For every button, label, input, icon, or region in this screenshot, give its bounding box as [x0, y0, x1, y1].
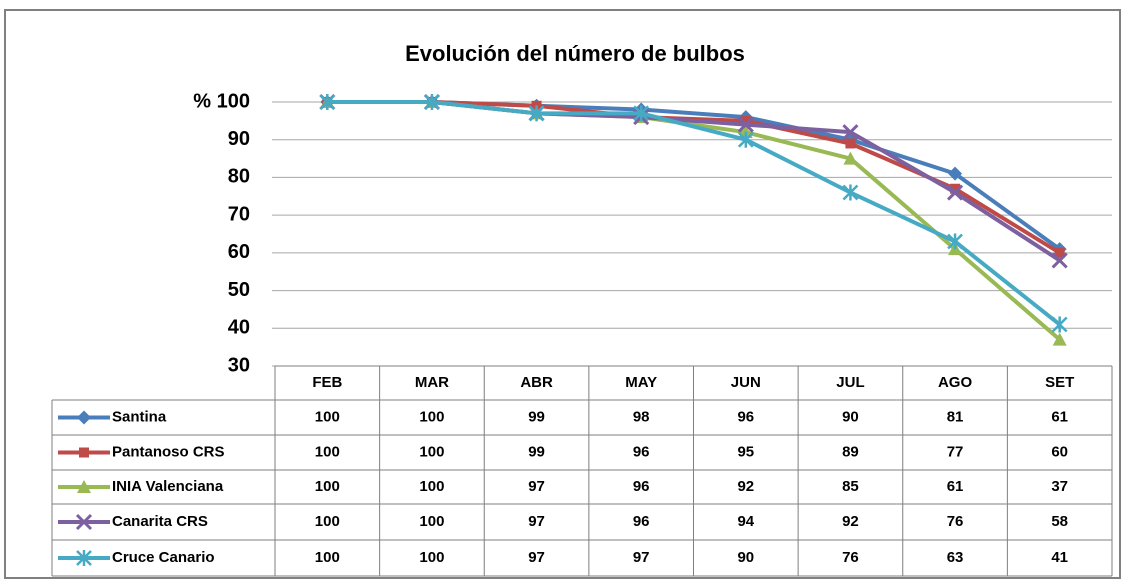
table-value: 90 — [737, 549, 754, 566]
x-tick-label: JUL — [836, 374, 864, 391]
table-value: 98 — [633, 408, 650, 425]
table-value: 100 — [419, 408, 444, 425]
marker — [1051, 252, 1068, 269]
table-value: 61 — [1051, 408, 1068, 425]
legend-label: Pantanoso CRS — [112, 443, 225, 460]
legend-label: Cruce Canario — [112, 549, 215, 566]
table-value: 100 — [315, 478, 340, 495]
table-value: 63 — [947, 549, 964, 566]
x-tick-label: SET — [1045, 374, 1074, 391]
chart-border — [4, 9, 1121, 579]
table-value: 100 — [419, 513, 444, 530]
marker — [947, 184, 964, 201]
legend-label: Santina — [112, 408, 167, 425]
marker — [1054, 247, 1065, 258]
table-value: 100 — [315, 549, 340, 566]
table-value: 97 — [528, 513, 545, 530]
legend-marker — [77, 480, 91, 493]
table-value: 97 — [528, 478, 545, 495]
marker — [948, 166, 963, 181]
legend-marker — [75, 513, 93, 531]
table-value: 90 — [842, 408, 859, 425]
marker — [950, 183, 961, 194]
legend-label: INIA Valenciana — [112, 478, 224, 495]
x-tick-label: ABR — [520, 374, 553, 391]
y-tick-label: % 100 — [193, 90, 250, 112]
table-value: 99 — [528, 443, 545, 460]
marker — [75, 513, 93, 531]
marker — [845, 138, 856, 149]
legend-marker — [76, 550, 92, 566]
legend-label: Canarita CRS — [112, 513, 208, 530]
table-value: 76 — [842, 549, 859, 566]
table-value: 58 — [1051, 513, 1068, 530]
table-value: 85 — [842, 478, 859, 495]
series-line — [327, 100, 1061, 327]
marker — [319, 94, 336, 110]
table-value: 95 — [737, 443, 754, 460]
table-value: 61 — [947, 478, 964, 495]
marker — [76, 550, 92, 566]
marker — [1052, 332, 1067, 346]
table-value: 100 — [315, 408, 340, 425]
table-value: 97 — [528, 549, 545, 566]
chart-title: Evolución del número de bulbos — [405, 41, 745, 66]
table-value: 92 — [842, 513, 859, 530]
y-tick-label: 90 — [228, 128, 250, 150]
marker — [633, 105, 650, 122]
table-value: 94 — [737, 513, 754, 530]
x-tick-label: MAY — [625, 374, 657, 391]
marker — [737, 131, 754, 148]
table-value: 96 — [737, 408, 754, 425]
table-value: 100 — [419, 443, 444, 460]
marker — [77, 410, 91, 425]
series-markers — [319, 94, 1068, 333]
marker — [737, 116, 754, 133]
table-value: 100 — [419, 549, 444, 566]
legend-marker — [77, 410, 91, 425]
table-value: 92 — [737, 478, 754, 495]
table-value: 41 — [1051, 549, 1068, 566]
y-tick-label: 70 — [228, 203, 250, 225]
marker — [79, 447, 89, 458]
table-value: 77 — [947, 443, 964, 460]
marker — [77, 480, 91, 493]
marker — [947, 233, 963, 250]
table-value: 96 — [633, 478, 650, 495]
table-value: 100 — [419, 478, 444, 495]
x-tick-label: AGO — [938, 374, 973, 391]
table-value: 99 — [528, 408, 545, 425]
table-value: 76 — [947, 513, 964, 530]
table-value: 100 — [315, 513, 340, 530]
table-value: 100 — [315, 443, 340, 460]
table-value: 89 — [842, 443, 859, 460]
table-value: 96 — [633, 513, 650, 530]
x-tick-label: JUN — [731, 374, 761, 391]
marker — [528, 105, 545, 122]
y-tick-label: 80 — [228, 166, 250, 188]
table-value: 96 — [633, 443, 650, 460]
y-tick-label: 50 — [228, 279, 250, 301]
x-tick-label: MAR — [415, 374, 449, 391]
marker — [1051, 316, 1068, 333]
table-value: 37 — [1051, 478, 1068, 495]
marker — [424, 94, 440, 110]
table-value: 60 — [1051, 443, 1068, 460]
x-tick-label: FEB — [312, 374, 342, 391]
y-tick-label: 40 — [228, 317, 250, 339]
marker — [842, 184, 859, 201]
table-value: 81 — [947, 408, 964, 425]
marker — [842, 124, 859, 141]
y-tick-label: 30 — [228, 354, 250, 376]
marker — [740, 115, 751, 126]
marker — [843, 151, 858, 165]
table-value: 97 — [633, 549, 650, 566]
y-tick-label: 60 — [228, 241, 250, 263]
legend-marker — [79, 447, 89, 458]
